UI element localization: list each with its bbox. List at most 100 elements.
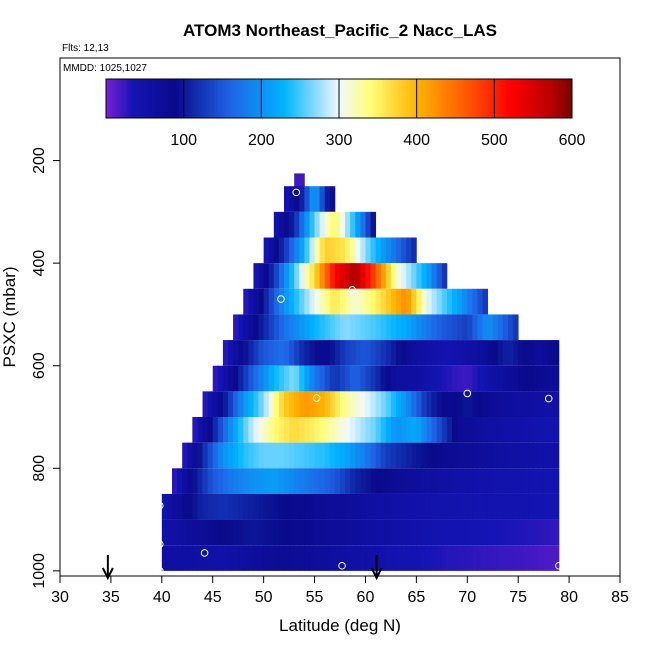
heatmap-cell	[329, 340, 336, 366]
heatmap-cell	[416, 288, 422, 315]
heatmap-cell	[324, 468, 331, 494]
heatmap-cell	[365, 545, 371, 571]
heatmap-cell	[334, 545, 341, 571]
heatmap-cell	[304, 263, 310, 289]
heatmap-cell	[406, 314, 412, 341]
heatmap-cell	[278, 545, 285, 571]
sample-marker	[338, 561, 346, 570]
heatmap-cell	[411, 314, 417, 341]
heatmap-cell	[263, 442, 270, 469]
heatmap-cell	[334, 417, 341, 443]
heatmap-cell	[314, 288, 321, 315]
heatmap-cell	[187, 493, 193, 520]
heatmap-cell	[436, 263, 443, 289]
heatmap-cell	[533, 442, 539, 469]
heatmap-cell	[497, 391, 504, 418]
heatmap-cell	[528, 468, 534, 494]
heatmap-cell	[431, 340, 438, 366]
heatmap-cell	[304, 442, 310, 469]
heatmap-cell	[334, 340, 341, 366]
heatmap-cell	[345, 211, 351, 238]
heatmap-cell	[212, 391, 219, 418]
heatmap-cell	[467, 468, 473, 494]
heatmap-cell	[396, 237, 402, 264]
heatmap-cell	[289, 263, 295, 289]
heatmap-cell	[472, 391, 478, 418]
heatmap-cell	[268, 417, 275, 443]
colorbar-tick-label: 100	[170, 132, 197, 149]
heatmap-cell	[375, 493, 382, 520]
heatmap-cell	[273, 211, 280, 238]
heatmap-cell	[518, 417, 524, 443]
heatmap-cell	[319, 442, 326, 469]
heatmap-cell	[212, 468, 219, 494]
heatmap-cell	[172, 468, 178, 494]
heatmap-cell	[212, 493, 219, 520]
heatmap-cell	[248, 391, 254, 418]
heatmap-cell	[365, 442, 371, 469]
heatmap-cell	[421, 519, 427, 546]
x-tick-label: 65	[407, 589, 425, 606]
heatmap-cell	[248, 442, 254, 469]
heatmap-cell	[324, 417, 331, 443]
heatmap-cell	[416, 314, 422, 341]
heatmap-cell	[268, 519, 275, 546]
heatmap-cell	[233, 493, 239, 520]
heatmap-cell	[289, 442, 295, 469]
heatmap-cell	[462, 391, 468, 418]
heatmap-cell	[482, 391, 489, 418]
heatmap-cell	[177, 519, 183, 546]
heatmap-cell	[411, 365, 417, 392]
heatmap-cell	[309, 391, 315, 418]
heatmap-cell	[284, 493, 290, 520]
heatmap-cell	[365, 340, 371, 366]
y-tick-label: 800	[31, 455, 48, 482]
heatmap-cell	[222, 519, 229, 546]
heatmap-cell	[177, 468, 183, 494]
heatmap-cell	[340, 417, 346, 443]
heatmap-cell	[477, 417, 483, 443]
heatmap-cell	[263, 365, 270, 392]
heatmap-cell	[390, 519, 397, 546]
heatmap-cell	[436, 442, 443, 469]
heatmap-cell	[467, 391, 473, 418]
heatmap-cell	[278, 288, 285, 315]
heatmap-cell	[426, 442, 433, 469]
heatmap-cell	[380, 263, 387, 289]
heatmap-cell	[273, 493, 280, 520]
chart-title: ATOM3 Northeast_Pacific_2 Nacc_LAS	[183, 21, 497, 40]
heatmap-cell	[508, 519, 514, 546]
heatmap-cell	[248, 365, 254, 392]
heatmap-cell	[416, 263, 422, 289]
heatmap-cell	[497, 545, 504, 571]
heatmap-cell	[513, 314, 519, 341]
heatmap-cell	[233, 314, 239, 341]
heatmap-cell	[182, 545, 188, 571]
heatmap-cell	[360, 314, 366, 341]
heatmap-cell	[538, 545, 545, 571]
heatmap-cell	[441, 314, 448, 341]
heatmap-cell	[462, 417, 468, 443]
heatmap-cell	[314, 263, 321, 289]
heatmap-cell	[487, 442, 494, 469]
heatmap-cell	[543, 468, 550, 494]
heatmap-cell	[360, 211, 366, 238]
x-tick-label: 60	[357, 589, 375, 606]
colorbar-tick-label: 500	[481, 132, 508, 149]
heatmap-cell	[492, 493, 499, 520]
heatmap-cell	[228, 519, 234, 546]
x-axis-label: Latitude (deg N)	[279, 616, 401, 635]
heatmap-cell	[528, 493, 534, 520]
heatmap-cell	[436, 519, 443, 546]
heatmap-cell	[350, 340, 356, 366]
heatmap-cell	[324, 340, 331, 366]
heatmap-cell	[248, 340, 254, 366]
heatmap-cell	[548, 417, 555, 443]
heatmap-cell	[334, 442, 341, 469]
heatmap-cell	[248, 417, 254, 443]
heatmap-cell	[365, 211, 371, 238]
heatmap-cell	[273, 314, 280, 341]
heatmap-cell	[324, 263, 331, 289]
heatmap-cell	[553, 519, 560, 546]
heatmap-cell	[304, 211, 310, 238]
